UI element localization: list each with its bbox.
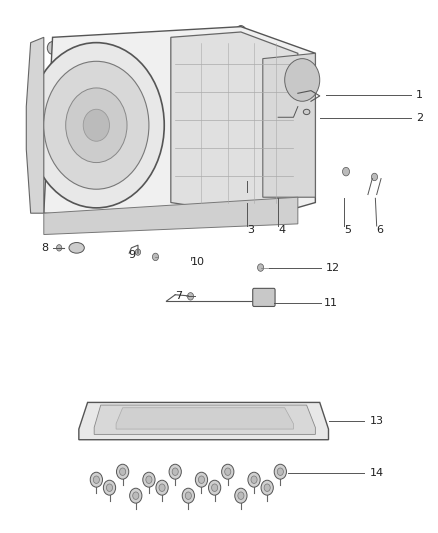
Text: 6: 6 [377,225,384,235]
Circle shape [198,476,205,483]
Circle shape [130,488,142,503]
Text: 14: 14 [370,469,384,478]
Circle shape [251,476,257,483]
Circle shape [272,189,279,197]
Polygon shape [44,27,315,224]
Circle shape [172,468,178,475]
Circle shape [66,88,127,163]
Circle shape [83,109,110,141]
Circle shape [288,47,299,60]
Polygon shape [94,405,315,434]
Circle shape [187,293,194,300]
Circle shape [161,196,172,209]
Text: 13: 13 [370,416,384,426]
Circle shape [235,488,247,503]
Polygon shape [44,197,298,235]
Circle shape [47,42,58,54]
Circle shape [195,472,208,487]
Circle shape [304,92,310,100]
Text: 11: 11 [324,298,338,308]
Circle shape [169,464,181,479]
Polygon shape [26,37,44,213]
Circle shape [159,484,165,491]
Text: 1: 1 [416,90,423,100]
Circle shape [244,176,251,184]
Circle shape [285,59,320,101]
Polygon shape [116,408,293,429]
Circle shape [120,468,126,475]
Text: 2: 2 [416,114,423,123]
Circle shape [57,245,62,251]
Circle shape [258,264,264,271]
Text: 5: 5 [344,225,351,235]
Circle shape [236,26,246,38]
Text: 7: 7 [175,292,182,301]
Circle shape [93,476,99,483]
FancyBboxPatch shape [237,189,254,200]
Circle shape [343,167,350,176]
Circle shape [274,464,286,479]
Circle shape [133,492,139,499]
Text: 10: 10 [191,257,205,267]
Circle shape [248,472,260,487]
Polygon shape [263,53,315,197]
Polygon shape [79,402,328,440]
Circle shape [277,468,283,475]
Circle shape [238,492,244,499]
Ellipse shape [303,109,310,115]
Circle shape [371,173,378,181]
Text: 4: 4 [278,225,285,235]
Circle shape [185,492,191,499]
Circle shape [261,480,273,495]
Circle shape [47,196,58,209]
Circle shape [161,36,172,49]
Polygon shape [171,32,298,213]
Circle shape [146,476,152,483]
FancyBboxPatch shape [253,288,275,306]
Circle shape [208,480,221,495]
Ellipse shape [69,243,84,253]
Circle shape [103,480,116,495]
Circle shape [135,249,141,255]
Text: 8: 8 [42,243,49,253]
Circle shape [264,484,270,491]
Circle shape [225,468,231,475]
Circle shape [143,472,155,487]
Circle shape [117,464,129,479]
Circle shape [222,464,234,479]
Circle shape [212,484,218,491]
Circle shape [152,253,159,261]
Circle shape [156,480,168,495]
Circle shape [182,488,194,503]
Circle shape [44,61,149,189]
Text: 3: 3 [247,225,254,235]
Text: 12: 12 [326,263,340,272]
Circle shape [28,43,164,208]
Circle shape [90,472,102,487]
Circle shape [106,484,113,491]
Text: 9: 9 [128,250,135,260]
